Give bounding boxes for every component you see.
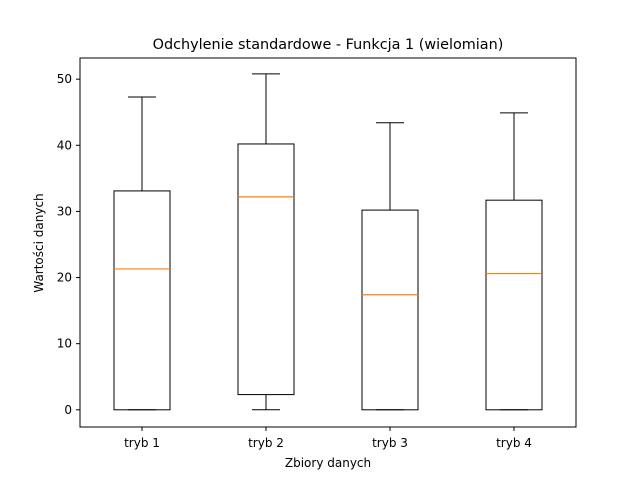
y-tick-label: 30 <box>57 204 72 218</box>
box <box>113 190 171 411</box>
box <box>485 199 543 411</box>
chart-title: Odchylenie standardowe - Funkcja 1 (wiel… <box>153 37 504 53</box>
box <box>361 209 419 411</box>
y-axis-label: Wartości danych <box>32 193 46 292</box>
y-tick-label: 10 <box>57 337 72 351</box>
plot-frame <box>79 57 577 428</box>
x-tick-label: tryb 4 <box>496 436 532 450</box>
y-tick-label: 0 <box>64 403 72 417</box>
y-tick-label: 40 <box>57 138 72 152</box>
x-tick-label: tryb 1 <box>124 436 160 450</box>
box <box>237 143 295 396</box>
plot-area: 0 10 20 30 40 50 tryb 1 tryb 2 tryb 3 tryb 4 <box>57 57 577 450</box>
y-tick-label: 50 <box>57 72 72 86</box>
x-tick-label: tryb 2 <box>248 436 284 450</box>
x-axis-label: Zbiory danych <box>285 456 371 470</box>
y-tick-label: 20 <box>57 271 72 285</box>
x-tick-label: tryb 3 <box>372 436 408 450</box>
